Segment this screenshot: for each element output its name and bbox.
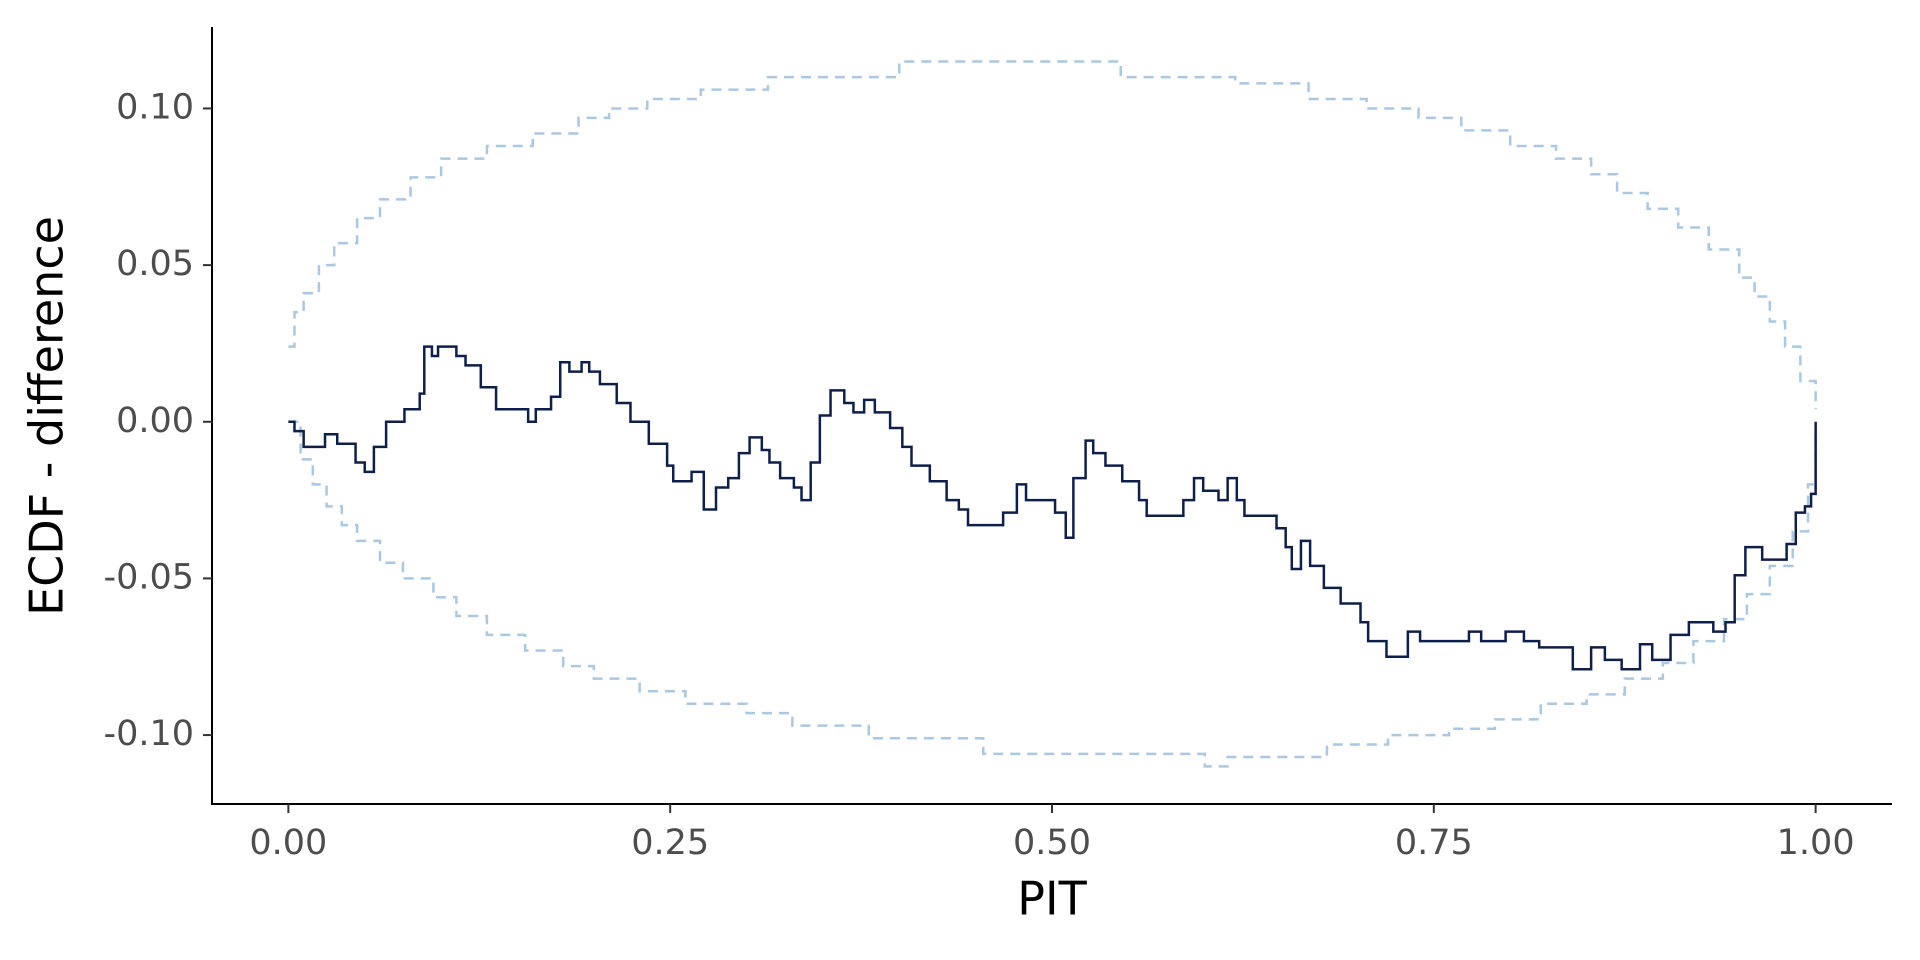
x-axis-title: PIT [1017,872,1087,926]
x-tick-label: 0.00 [249,823,327,863]
x-tick-label: 0.50 [1013,823,1091,863]
ecdf-line [288,345,1817,671]
x-tick-label: 0.75 [1395,823,1473,863]
y-tick-label: -0.10 [103,714,194,754]
y-axis-title: ECDF - difference [20,216,74,616]
y-tick-label: 0.00 [116,401,194,441]
envelope-line [288,60,1817,410]
y-tick-label: 0.05 [116,244,194,284]
y-tick-label: -0.05 [103,557,194,597]
x-tick-label: 0.25 [631,823,709,863]
x-tick-label: 1.00 [1777,823,1855,863]
y-tick-label: 0.10 [116,87,194,127]
envelope-line [288,420,1817,768]
